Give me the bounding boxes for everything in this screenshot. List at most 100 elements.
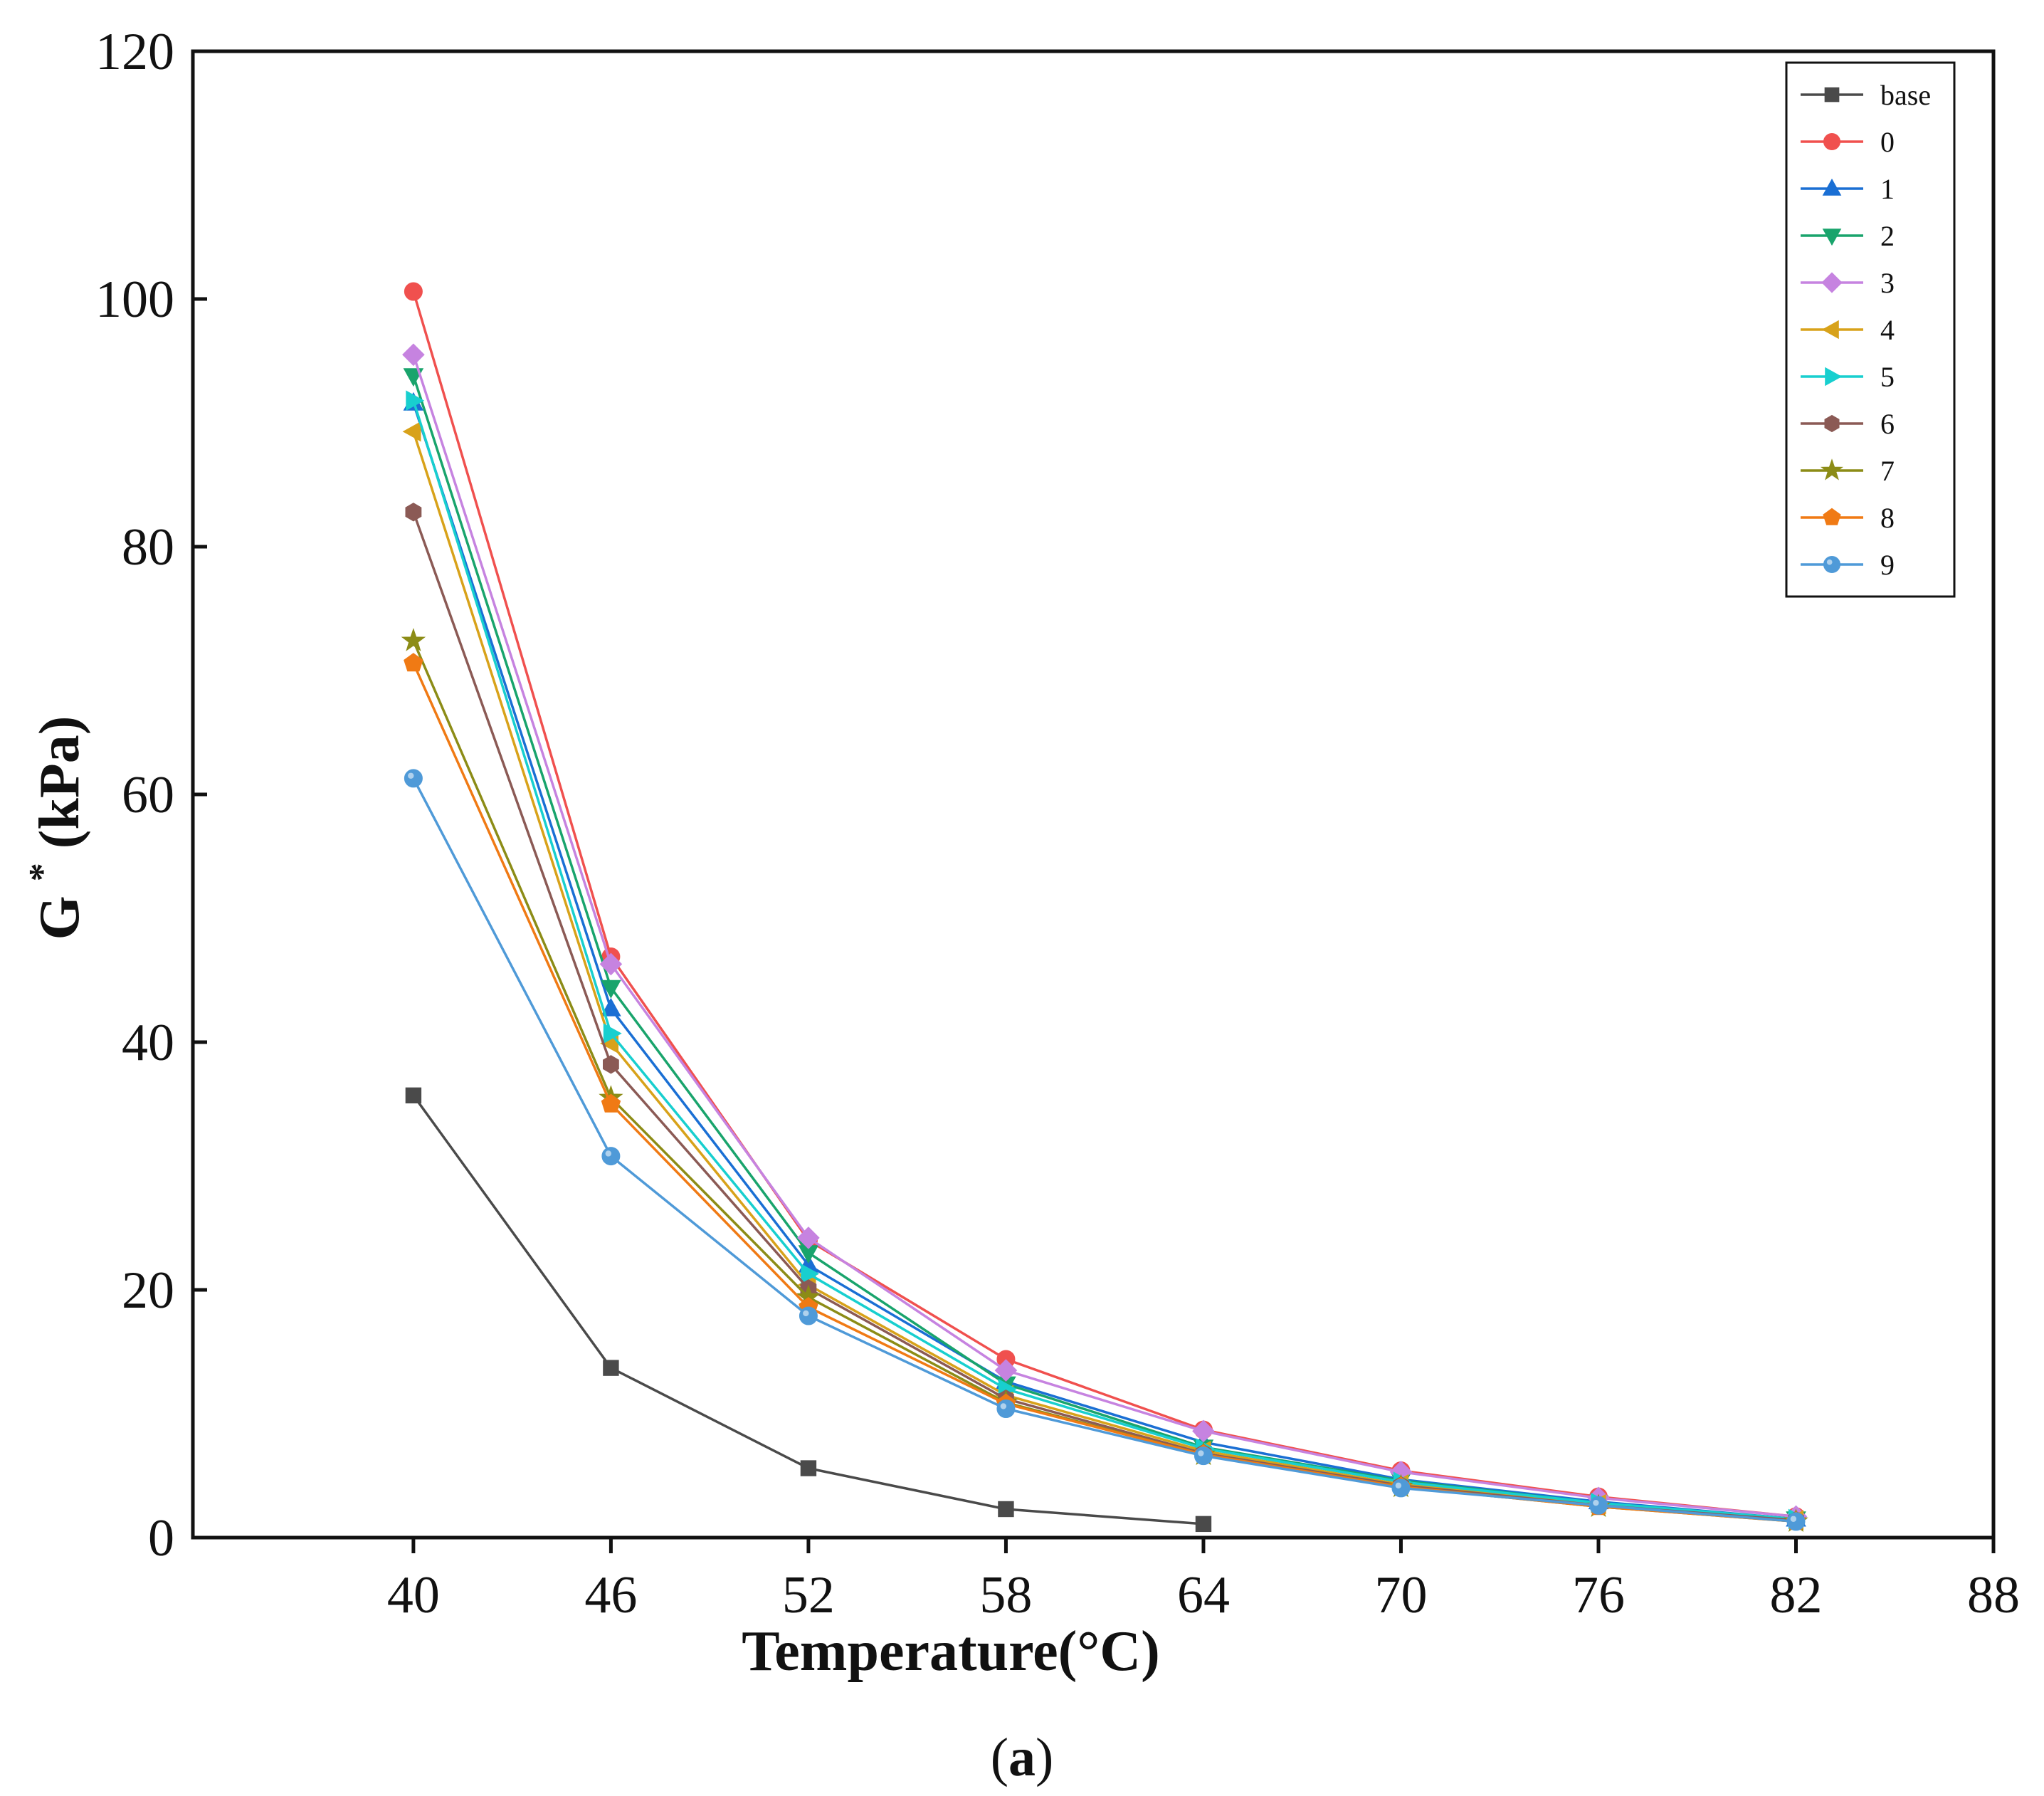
series-9 [404,769,1806,1531]
data-point-3 [994,1359,1018,1382]
legend-item-base: base [1801,79,1931,111]
legend-marker-base [1824,87,1840,103]
y-tick-label: 20 [122,1261,174,1320]
data-point-4 [402,421,421,442]
data-point-9 [1391,1479,1411,1498]
data-point-9 [996,1399,1016,1419]
legend-item-3: 3 [1801,267,1895,299]
figure-caption: (a) [991,1728,1054,1787]
x-tick-label: 46 [584,1566,637,1624]
data-point-6 [405,503,422,522]
plot-area [191,49,1996,1540]
legend-marker-9 [1823,556,1840,573]
data-point-3 [402,343,425,367]
y-axis-title: G * (kPa) [4,716,91,940]
series-line-4 [412,431,1796,1522]
data-point-base [998,1501,1014,1518]
data-point-3 [1192,1419,1215,1443]
data-point-9-shine [1198,1450,1204,1456]
data-point-9-shine [1593,1499,1599,1506]
legend-item-5: 5 [1801,361,1895,393]
data-point-7 [401,628,426,651]
legend-item-2: 2 [1801,220,1895,252]
data-point-9 [1194,1446,1213,1466]
x-tick-label: 88 [1967,1566,2020,1624]
data-point-base [603,1360,619,1376]
caption-close-paren: ) [1036,1728,1053,1787]
data-point-8 [404,653,423,672]
legend-label: 8 [1880,502,1895,534]
legend-marker-5 [1825,367,1843,387]
legend-item-7: 7 [1801,455,1895,487]
legend-label: 6 [1880,408,1895,440]
x-tick-label: 70 [1374,1566,1427,1624]
y-tick-label: 120 [95,23,174,81]
legend-marker-7 [1820,458,1844,480]
legend-item-4: 4 [1801,314,1895,346]
data-point-0 [404,282,423,301]
legend-label: 0 [1880,126,1895,158]
data-point-3 [797,1227,820,1249]
x-tick-label: 82 [1769,1566,1822,1624]
legend-label: 3 [1880,267,1895,299]
series-line-9 [412,777,1796,1523]
legend-item-9: 9 [1801,549,1895,581]
data-point-9-shine [1395,1482,1402,1488]
legend-label: 7 [1880,455,1895,487]
x-tick-label: 58 [979,1566,1032,1624]
data-point-1 [601,997,621,1017]
data-point-2 [403,368,424,387]
series-line-5 [412,400,1796,1521]
x-axis: 40 46 52 58 64 70 76 82 88 [387,1538,2020,1624]
legend-marker-1 [1822,178,1842,196]
data-point-base [800,1460,817,1476]
y-axis-title-superscript: * [22,863,63,881]
y-tick-label: 100 [95,271,174,329]
data-point-6 [603,1055,619,1074]
data-point-9-shine [803,1310,809,1317]
legend-label: 2 [1880,220,1895,252]
legend-label: 5 [1880,361,1895,393]
y-tick-label: 40 [122,1014,174,1072]
legend-label: base [1880,79,1931,111]
y-axis-title-main: G [28,896,91,940]
legend-marker-9-shine [1826,559,1833,565]
legend-marker-4 [1821,320,1839,340]
caption-letter: a [1008,1728,1036,1787]
legend-label: 9 [1880,549,1895,581]
legend-item-1: 1 [1801,173,1895,205]
series-line-3 [412,354,1796,1518]
data-point-9 [404,769,423,788]
data-point-9 [1786,1512,1806,1531]
legend-marker-6 [1824,414,1840,433]
y-tick-label: 60 [122,766,174,824]
y-tick-label: 80 [122,518,174,577]
legend-marker-8 [1823,508,1841,525]
legend-label: 4 [1880,314,1895,346]
data-point-9 [799,1306,818,1325]
data-point-9-shine [1000,1403,1007,1409]
legend-item-6: 6 [1801,408,1895,440]
data-point-base [1195,1516,1212,1533]
svg-text:G * (kPa): G * (kPa) [4,716,91,940]
y-tick-label: 0 [148,1509,174,1567]
data-point-5 [801,1264,820,1284]
caption-open-paren: ( [991,1728,1008,1787]
series-base [405,1087,1212,1533]
data-point-5 [406,390,425,411]
data-point-8 [601,1093,621,1113]
data-point-9 [1589,1496,1608,1515]
data-point-2 [601,980,621,999]
x-tick-label: 76 [1572,1566,1625,1624]
data-point-base [405,1087,422,1104]
data-point-9-shine [1790,1516,1797,1522]
legend-marker-0 [1823,133,1840,150]
legend-label: 1 [1880,173,1895,205]
series-layer [401,282,1808,1533]
data-point-5 [603,1023,622,1044]
legend-item-0: 0 [1801,126,1895,158]
series-line-1 [412,402,1796,1521]
x-axis-title: Temperature(°C) [742,1620,1159,1683]
legend-marker-2 [1822,229,1842,246]
